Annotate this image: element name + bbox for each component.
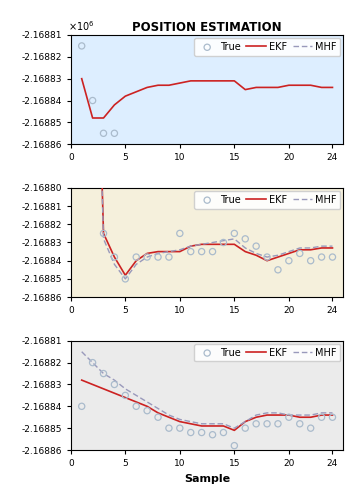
Point xyxy=(286,413,292,421)
Point xyxy=(144,406,150,414)
Point xyxy=(242,235,248,243)
Point xyxy=(188,248,194,256)
Point xyxy=(79,402,85,410)
Point xyxy=(232,230,237,237)
Point xyxy=(144,253,150,261)
Point xyxy=(79,42,85,50)
Point xyxy=(199,428,205,436)
Point xyxy=(275,420,281,428)
Point xyxy=(112,380,117,388)
Point xyxy=(253,242,259,250)
Legend: True, EKF, MHF: True, EKF, MHF xyxy=(194,344,341,361)
Point xyxy=(90,96,96,104)
Point xyxy=(90,358,96,366)
Point xyxy=(242,424,248,432)
Point xyxy=(330,253,335,261)
Point xyxy=(101,230,106,237)
Point xyxy=(264,420,270,428)
Point xyxy=(319,253,324,261)
Point xyxy=(232,442,237,450)
Title: POSITION ESTIMATION: POSITION ESTIMATION xyxy=(132,21,282,34)
Point xyxy=(319,413,324,421)
Point xyxy=(155,413,161,421)
Point xyxy=(275,266,281,274)
Point xyxy=(264,253,270,261)
Point xyxy=(166,253,172,261)
Point xyxy=(177,424,183,432)
Point xyxy=(155,253,161,261)
Point xyxy=(101,370,106,378)
Point xyxy=(330,413,335,421)
Point xyxy=(308,256,314,264)
Point xyxy=(133,253,139,261)
Point xyxy=(221,238,226,246)
Point xyxy=(297,250,303,258)
Point xyxy=(122,275,128,283)
Text: $\times\mathregular{10^6}$: $\times\mathregular{10^6}$ xyxy=(68,19,95,33)
Point xyxy=(210,248,215,256)
Legend: True, EKF, MHF: True, EKF, MHF xyxy=(194,38,341,56)
Legend: True, EKF, MHF: True, EKF, MHF xyxy=(194,191,341,208)
Point xyxy=(210,430,215,438)
Point xyxy=(286,256,292,264)
X-axis label: Sample: Sample xyxy=(184,474,230,484)
Point xyxy=(122,392,128,400)
Point xyxy=(166,424,172,432)
Point xyxy=(133,402,139,410)
Point xyxy=(308,424,314,432)
Point xyxy=(221,428,226,436)
Point xyxy=(177,230,183,237)
Point xyxy=(253,420,259,428)
Point xyxy=(101,130,106,138)
Point xyxy=(188,428,194,436)
Point xyxy=(297,420,303,428)
Point xyxy=(112,130,117,138)
Point xyxy=(112,253,117,261)
Point xyxy=(199,248,205,256)
